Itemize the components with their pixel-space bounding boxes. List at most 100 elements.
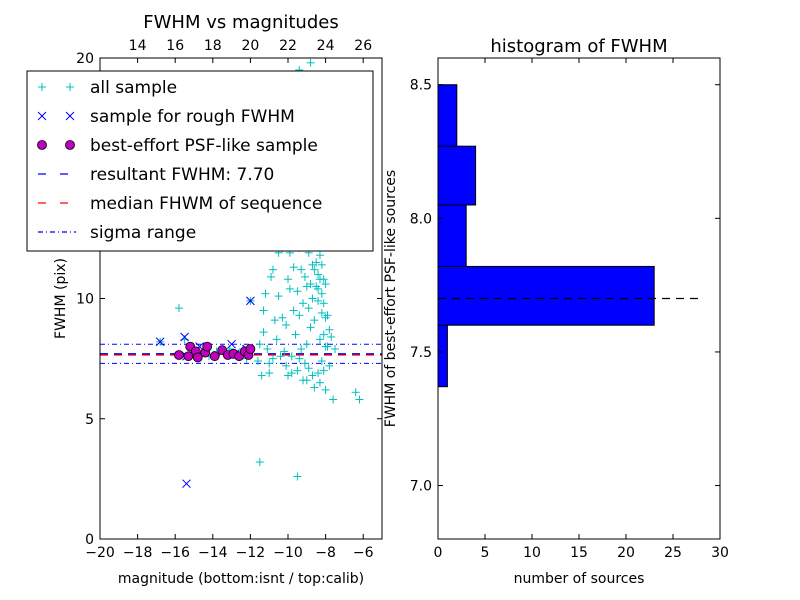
top-x-tick-label: 26 xyxy=(354,38,372,54)
all-sample-point xyxy=(278,313,287,322)
all-sample-point xyxy=(329,395,338,404)
legend-label: all sample xyxy=(90,78,177,98)
legend-marker xyxy=(38,83,46,91)
cross-b xyxy=(182,479,191,489)
all-sample-point xyxy=(306,58,315,67)
all-sample-point xyxy=(284,275,292,284)
left-plot-area xyxy=(100,58,382,489)
hist-x-tick-label: 30 xyxy=(711,545,729,561)
hist-y-tick-label: 8.5 xyxy=(410,78,432,94)
all-sample-point xyxy=(310,316,319,325)
top-x-tick-label: 20 xyxy=(241,38,259,54)
all-sample-point xyxy=(319,275,328,284)
all-sample-point xyxy=(319,299,328,308)
legend-marker xyxy=(37,111,47,121)
all-sample-point xyxy=(314,270,323,279)
legend-item-all: all sample xyxy=(38,78,177,98)
all-sample-point xyxy=(267,272,276,281)
legend-marker xyxy=(65,140,75,150)
all-sample-point xyxy=(314,296,323,305)
x-tick-label: −18 xyxy=(123,545,153,561)
right-x-axis-label: number of sources xyxy=(514,571,645,587)
right-y-axis-label: FWHM of best-effort PSF-like sources xyxy=(383,170,399,427)
hist-x-tick-label: 15 xyxy=(570,545,588,561)
all-sample-point xyxy=(280,347,289,356)
top-x-tick-label: 22 xyxy=(279,38,297,54)
all-sample-point xyxy=(300,359,309,368)
legend-label: best-effort PSF-like sample xyxy=(90,136,318,156)
all-sample-point xyxy=(317,357,326,366)
psf-sample-point xyxy=(174,350,184,360)
all-sample-point xyxy=(302,376,311,385)
legend-item-median: median FHWM of sequence xyxy=(38,194,322,214)
all-sample-point xyxy=(259,328,268,337)
all-sample-point xyxy=(308,371,317,380)
hist-y-tick-label: 8.0 xyxy=(410,211,432,227)
psf-sample-point xyxy=(245,344,256,354)
rough-sample-point xyxy=(155,337,165,347)
x-tick-label: −20 xyxy=(85,545,115,561)
all-sample-point xyxy=(308,260,317,269)
all-sample-point xyxy=(287,352,296,361)
all-sample-point xyxy=(282,320,291,329)
all-sample-point xyxy=(319,330,328,339)
right-chart-title: histogram of FWHM xyxy=(490,36,667,57)
all-sample-point xyxy=(282,361,291,370)
all-sample-point xyxy=(314,284,323,293)
rough-sample-point xyxy=(246,296,255,306)
all-sample-point xyxy=(321,280,330,289)
all-sample-point xyxy=(317,308,326,317)
y-tick-label: 0 xyxy=(85,532,94,548)
top-x-tick-label: 16 xyxy=(166,38,184,54)
cross-b xyxy=(37,111,47,121)
all-sample-point xyxy=(255,340,264,349)
all-sample-point xyxy=(314,369,323,378)
y-tick-label: 20 xyxy=(76,51,94,67)
legend-marker xyxy=(65,111,75,121)
all-sample-point xyxy=(265,359,274,368)
all-sample-point xyxy=(315,335,324,344)
cross-b xyxy=(246,296,255,306)
cross-b xyxy=(65,111,75,121)
all-sample-point xyxy=(289,263,298,272)
all-sample-point xyxy=(253,357,262,366)
cross-b xyxy=(155,337,165,347)
rough-sample-point xyxy=(182,479,191,489)
all-sample-point xyxy=(325,325,334,334)
all-sample-point xyxy=(265,369,274,378)
left-chart-title: FWHM vs magnitudes xyxy=(143,12,338,33)
cross-b xyxy=(227,339,236,349)
psf-sample-point xyxy=(183,351,194,362)
all-sample-point xyxy=(289,306,298,315)
top-x-tick-label: 24 xyxy=(317,38,335,54)
rough-sample-point xyxy=(227,339,236,349)
rough-sample-point xyxy=(180,332,189,342)
legend-label: sample for rough FWHM xyxy=(90,107,295,127)
all-sample-point xyxy=(306,323,315,332)
all-sample-point xyxy=(323,311,332,320)
legend-label: resultant FWHM: 7.70 xyxy=(90,165,274,185)
legend-box xyxy=(26,70,374,252)
all-sample-point xyxy=(174,304,183,313)
histogram-bar xyxy=(437,145,477,206)
all-sample-point xyxy=(257,371,266,380)
psf-sample-point xyxy=(192,352,203,363)
all-sample-point xyxy=(295,354,304,363)
x-tick-label: −16 xyxy=(160,545,190,561)
all-sample-point xyxy=(268,354,277,363)
x-tick-label: −6 xyxy=(353,545,374,561)
all-sample-point xyxy=(321,342,330,351)
hist-x-tick-label: 0 xyxy=(434,545,443,561)
hist-y-tick-label: 7.0 xyxy=(410,479,432,495)
legend-label: median FHWM of sequence xyxy=(90,194,322,214)
x-tick-label: −14 xyxy=(198,545,228,561)
all-sample-point xyxy=(259,306,268,315)
all-sample-point xyxy=(325,361,334,370)
all-sample-point xyxy=(351,388,360,397)
all-sample-point xyxy=(295,311,304,320)
hist-y-tick-label: 7.5 xyxy=(410,345,432,361)
legend-marker xyxy=(37,140,47,150)
x-tick-label: −12 xyxy=(236,545,266,561)
cross-b xyxy=(180,332,189,342)
